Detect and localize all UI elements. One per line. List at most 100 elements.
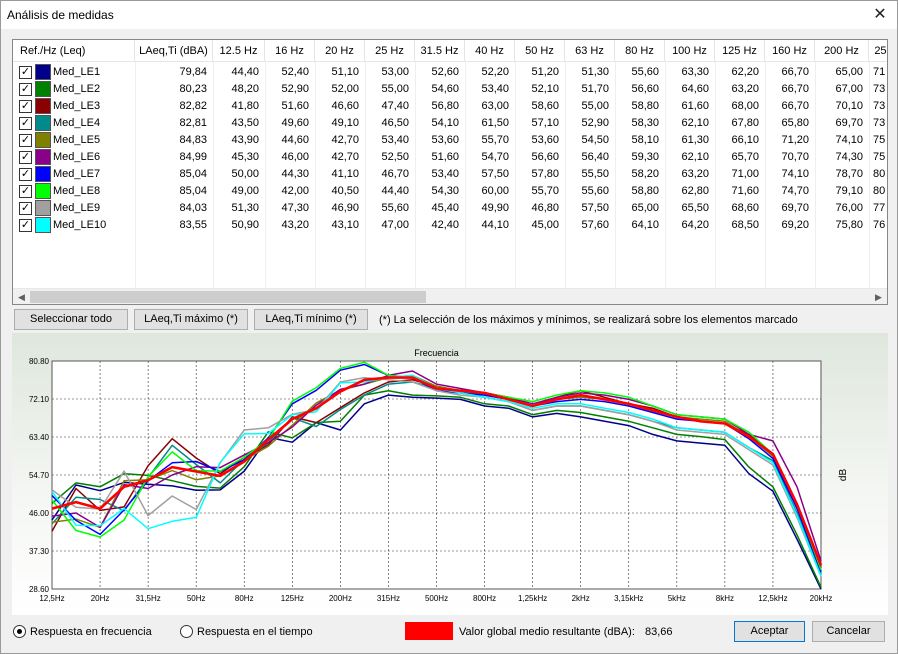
column-header[interactable]: 125 Hz: [715, 40, 765, 62]
band-value-cell: 75: [873, 134, 886, 146]
column-header[interactable]: 200 Hz: [815, 40, 869, 62]
select-all-button[interactable]: Seleccionar todo: [14, 309, 128, 330]
table-row[interactable]: ✓ Med_LE8 85,04 49,00 42,00 40,50 44,40 54,30 60…: [13, 183, 887, 200]
band-value-cell: 42,00: [281, 185, 309, 197]
horizontal-scrollbar[interactable]: ◀ ▶: [13, 288, 887, 304]
column-header[interactable]: 31.5 Hz: [415, 40, 465, 62]
band-value-cell: 57,80: [531, 168, 559, 180]
column-header[interactable]: Ref./Hz (Leq): [13, 40, 135, 62]
column-header[interactable]: 80 Hz: [615, 40, 665, 62]
column-header[interactable]: 12.5 Hz: [213, 40, 265, 62]
scroll-left-icon[interactable]: ◀: [18, 292, 25, 302]
table-row[interactable]: ✓ Med_LE4 82,81 43,50 49,60 49,10 46,50 54,10 61…: [13, 115, 887, 132]
band-value-cell: 44,60: [281, 134, 309, 146]
column-header[interactable]: LAeq,Ti (dBA): [135, 40, 213, 62]
row-checkbox[interactable]: ✓: [19, 117, 32, 130]
table-row[interactable]: ✓ Med_LE7 85,04 50,00 44,30 41,10 46,70 53,40 57…: [13, 166, 887, 183]
column-header[interactable]: 25 Hz: [365, 40, 415, 62]
column-header[interactable]: 160 Hz: [765, 40, 815, 62]
band-value-cell: 52,60: [431, 66, 459, 78]
close-icon[interactable]: ✕: [873, 6, 887, 23]
laeq-cell: 80,23: [179, 83, 207, 95]
radio-frequency-circle[interactable]: [13, 625, 26, 638]
band-value-cell: 52,40: [281, 66, 309, 78]
column-divider: [135, 62, 136, 290]
row-checkbox[interactable]: ✓: [19, 202, 32, 215]
global-value: 83,66: [645, 626, 673, 638]
table-row[interactable]: ✓ Med_LE9 84,03 51,30 47,30 46,90 55,60 45,40 49…: [13, 200, 887, 217]
band-value-cell: 55,00: [381, 83, 409, 95]
column-header[interactable]: 40 Hz: [465, 40, 515, 62]
table-row[interactable]: ✓ Med_LE5 84,83 43,90 44,60 42,70 53,40 53,60 55…: [13, 132, 887, 149]
band-value-cell: 51,70: [581, 83, 609, 95]
band-value-cell: 55,60: [581, 185, 609, 197]
column-header[interactable]: 250: [869, 40, 887, 62]
y-tick-label: 72.10: [29, 395, 50, 404]
x-tick-label: 3,15kHz: [614, 594, 643, 603]
band-value-cell: 41,80: [231, 100, 259, 112]
x-tick-label: 80Hz: [235, 594, 254, 603]
column-header[interactable]: 100 Hz: [665, 40, 715, 62]
row-checkbox[interactable]: ✓: [19, 66, 32, 79]
table-row[interactable]: ✓ Med_LE10 83,55 50,90 43,20 43,10 47,00 42,40 4…: [13, 217, 887, 234]
row-checkbox[interactable]: ✓: [19, 168, 32, 181]
band-value-cell: 56,80: [431, 100, 459, 112]
series-line: [51, 374, 822, 571]
cancel-button[interactable]: Cancelar: [812, 621, 885, 642]
laeq-cell: 82,81: [179, 117, 207, 129]
scroll-right-icon[interactable]: ▶: [875, 292, 882, 302]
table-row[interactable]: ✓ Med_LE1 79,84 44,40 52,40 51,10 53,00 52,60 52…: [13, 64, 887, 81]
band-value-cell: 57,60: [581, 219, 609, 231]
radio-time-circle[interactable]: [180, 625, 193, 638]
series-color-swatch: [35, 200, 51, 216]
band-value-cell: 58,20: [631, 168, 659, 180]
band-value-cell: 64,60: [681, 83, 709, 95]
series-line: [51, 389, 822, 588]
row-checkbox[interactable]: ✓: [19, 151, 32, 164]
band-value-cell: 44,40: [231, 66, 259, 78]
x-tick-label: 1,25kHz: [518, 594, 547, 603]
accept-button[interactable]: Aceptar: [734, 621, 805, 642]
y-tick-label: 28.60: [29, 585, 50, 594]
row-checkbox[interactable]: ✓: [19, 219, 32, 232]
table-row[interactable]: ✓ Med_LE3 82,82 41,80 51,60 46,60 47,40 56,80 63…: [13, 98, 887, 115]
table-row[interactable]: ✓ Med_LE6 84,99 45,30 46,00 42,70 52,50 51,60 54…: [13, 149, 887, 166]
band-value-cell: 46,70: [381, 168, 409, 180]
band-value-cell: 40,50: [331, 185, 359, 197]
title-bar: Análisis de medidas ✕: [1, 1, 897, 29]
band-value-cell: 56,40: [581, 151, 609, 163]
row-checkbox[interactable]: ✓: [19, 134, 32, 147]
row-checkbox[interactable]: ✓: [19, 100, 32, 113]
band-value-cell: 75: [873, 151, 886, 163]
band-value-cell: 80: [873, 185, 886, 197]
column-header[interactable]: 20 Hz: [315, 40, 365, 62]
band-value-cell: 52,20: [481, 66, 509, 78]
band-value-cell: 43,90: [231, 134, 259, 146]
y-axis-label: dB: [838, 469, 849, 482]
band-value-cell: 53,60: [431, 134, 459, 146]
band-value-cell: 68,60: [731, 202, 759, 214]
scrollbar-thumb[interactable]: [30, 291, 426, 303]
band-value-cell: 60,00: [481, 185, 509, 197]
row-checkbox[interactable]: ✓: [19, 83, 32, 96]
band-value-cell: 74,10: [835, 134, 863, 146]
band-value-cell: 49,60: [281, 117, 309, 129]
band-value-cell: 75,80: [835, 219, 863, 231]
column-header[interactable]: 16 Hz: [265, 40, 315, 62]
column-divider: [869, 62, 870, 290]
table-row[interactable]: ✓ Med_LE2 80,23 48,20 52,90 52,00 55,00 54,60 53…: [13, 81, 887, 98]
series-color-swatch: [35, 98, 51, 114]
band-value-cell: 49,90: [481, 202, 509, 214]
band-value-cell: 51,60: [431, 151, 459, 163]
column-header[interactable]: 50 Hz: [515, 40, 565, 62]
band-value-cell: 52,00: [331, 83, 359, 95]
row-checkbox[interactable]: ✓: [19, 185, 32, 198]
laeq-max-button[interactable]: LAeq,Ti máximo (*): [134, 309, 248, 330]
x-tick-label: 200Hz: [329, 594, 352, 603]
band-value-cell: 63,30: [681, 66, 709, 78]
band-value-cell: 62,10: [681, 117, 709, 129]
laeq-min-button[interactable]: LAeq,Ti mínimo (*): [254, 309, 368, 330]
row-name: Med_LE1: [53, 66, 101, 78]
radio-frequency-label: Respuesta en frecuencia: [30, 626, 152, 638]
column-header[interactable]: 63 Hz: [565, 40, 615, 62]
